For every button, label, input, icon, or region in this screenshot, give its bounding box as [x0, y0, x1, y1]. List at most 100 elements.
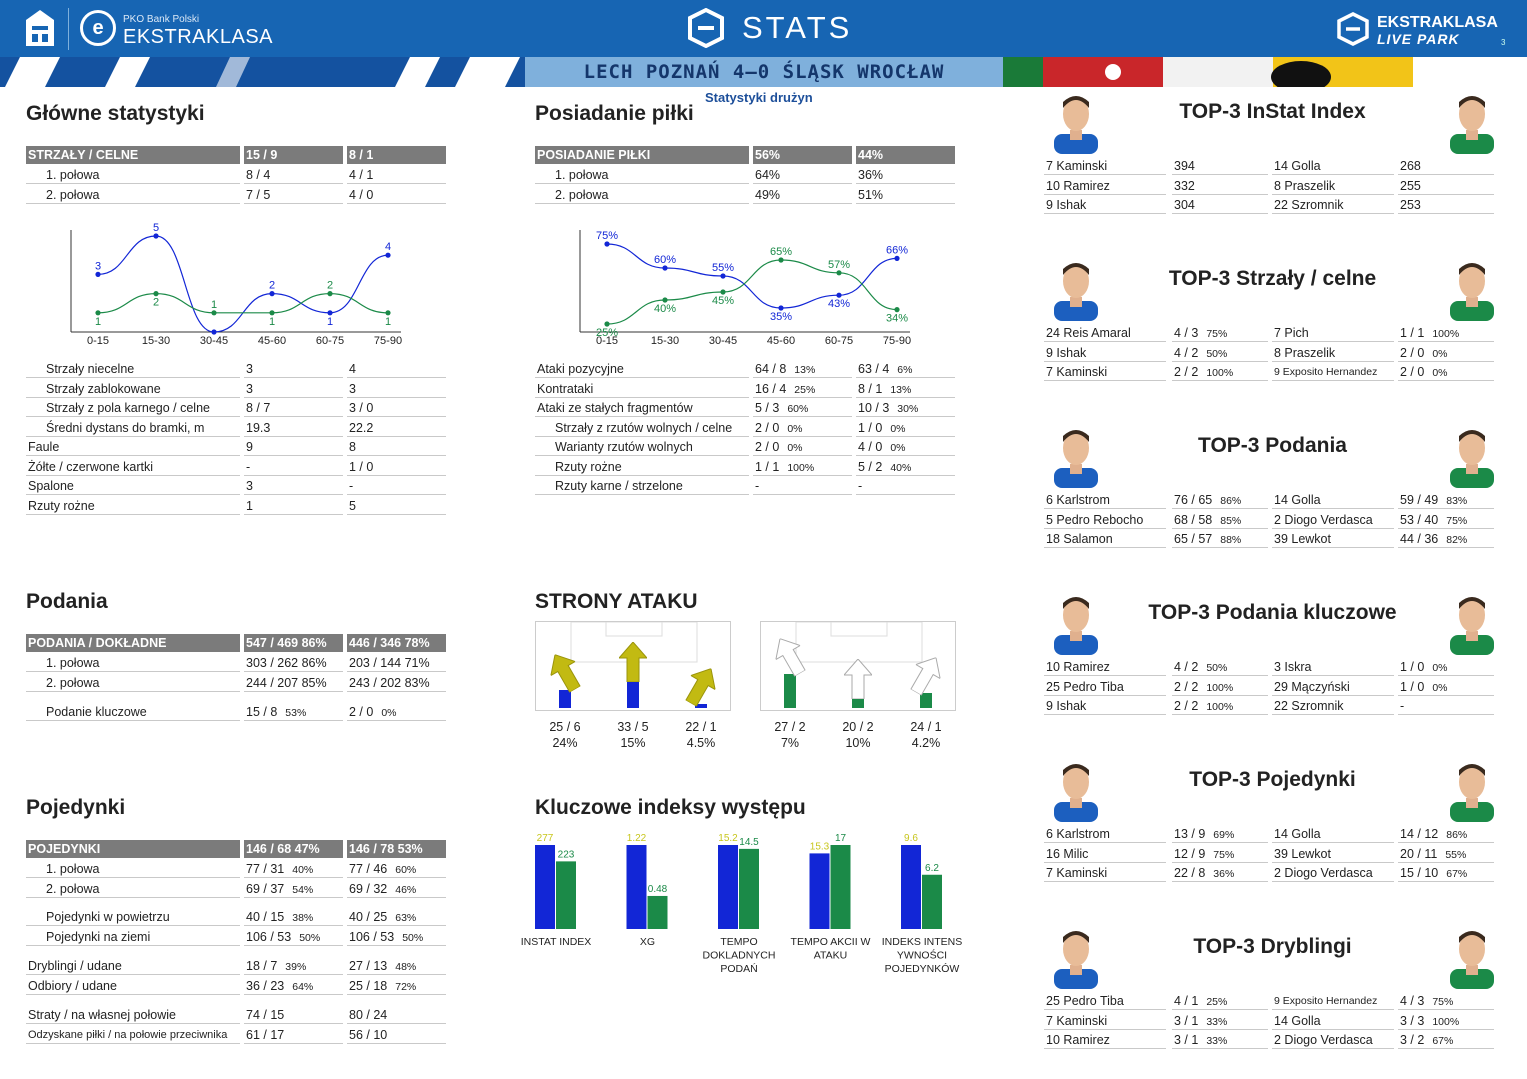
passes-title: Podania [26, 590, 108, 613]
top3-col0: 7 Kaminski [1044, 157, 1166, 175]
main-half-row-col1-value: 8 / 4 [246, 168, 271, 182]
chart-point [778, 305, 784, 311]
poss-half-row-col1-value: 64% [755, 168, 781, 182]
chart-x-tick: 0-15 [596, 335, 618, 347]
shots-chart: 0-15 15-30 30-45 45-60 60-75 75-90 3 5 2 1 4 1 2 1 1 2 1 [70, 222, 402, 347]
passes-half-row-col1-value: 244 / 207 85% [246, 676, 327, 690]
top3-col1: 2 / 2 100% [1172, 697, 1268, 715]
top3-col1-pct: 69% [1213, 829, 1235, 841]
passes-half-row-col2: 203 / 144 71% [347, 654, 446, 672]
top3-col0-value: 10 Ramirez [1046, 178, 1110, 193]
main-stat-row-col0: Strzały zablokowane [26, 380, 240, 398]
duels-row-col1-pct: 54% [292, 883, 314, 896]
passes-header-row-col2: 446 / 346 78% [347, 634, 446, 652]
passes-header-row-col0: PODANIA / DOKŁADNE [26, 634, 240, 652]
kpi-bar-away [922, 874, 942, 929]
duels-header-row-col1-value: 146 / 68 47% [246, 842, 320, 856]
top3-col1-value: 332 [1174, 178, 1195, 193]
poss-half-row-col0: 2. połowa [535, 186, 749, 204]
top3-col3: 53 / 40 75% [1398, 511, 1494, 529]
chart-x-tick: 30-45 [709, 335, 737, 347]
duels-row-col1: 74 / 15 [244, 1006, 343, 1024]
top3-col2: 3 Iskra [1272, 658, 1394, 676]
kpi-bar-home [809, 853, 830, 929]
kpi-bar-away [556, 861, 576, 929]
poss-stat-row-col2: 5 / 2 40% [856, 458, 955, 476]
duels-row-col2-value: 56 / 10 [349, 1028, 388, 1042]
top3-col3-pct: 67% [1432, 1035, 1454, 1047]
top3-col0-value: 7 Kaminski [1046, 159, 1108, 173]
chart-data-label: 57% [828, 259, 850, 271]
attack-bar [695, 704, 707, 708]
passes-header-row-col1-value: 547 / 469 86% [246, 636, 327, 650]
chart-data-label: 2 [153, 297, 159, 309]
poss-header-row-col0-value: POSIADANIE PIŁKI [537, 148, 651, 162]
poss-stat-row-col2-value: 10 / 3 [858, 401, 890, 415]
poss-header-row-col1: 56% [753, 146, 852, 164]
passes-half-row-col1: 244 / 207 85% [244, 674, 343, 692]
top3-col0-value: 25 Pedro Tiba [1046, 994, 1124, 1008]
duels-title: Pojedynki [26, 796, 126, 819]
chart-data-label: 34% [886, 313, 908, 325]
kpi-bar-home [901, 845, 921, 929]
main-stat-row-col1-value: 1 [246, 498, 253, 513]
duels-row-col2-value: 77 / 46 [349, 862, 388, 876]
poss-stat-row-col1-pct: 0% [787, 422, 803, 435]
duels-row-col1-value: 106 / 53 [246, 930, 292, 944]
attack-arrow-icon [842, 658, 874, 700]
kpi-category-label: ATAKU [814, 950, 847, 962]
top3-col1-pct: 36% [1213, 868, 1235, 880]
duels-row-col1-value: 69 / 37 [246, 881, 285, 896]
top3-col2-value: 9 Exposito Hernandez [1274, 366, 1378, 378]
poss-stat-row-col0: Ataki ze stałych fragmentów [535, 399, 749, 417]
main-stats-title: Główne statystyki [26, 102, 205, 125]
top3-col1-pct: 50% [1206, 347, 1228, 360]
top3-col1-pct: 33% [1206, 1015, 1228, 1028]
top3-col0: 10 Ramirez [1044, 658, 1166, 676]
chart-x-tick: 15-30 [651, 335, 679, 347]
main-stat-row-col0: Średni dystans do bramki, m [26, 419, 240, 437]
duels-row-col2-pct: 60% [395, 864, 417, 876]
attack-pitch-home [535, 621, 731, 711]
kpi-bar-home [718, 845, 738, 929]
poss-stat-row-col1-pct: 25% [794, 383, 816, 396]
duels-row-col0: Odbiory / udane [26, 977, 240, 995]
header-bar: e PKO Bank Polski EKSTRAKLASA STATS EKST… [0, 0, 1527, 57]
chart-x-tick: 75-90 [883, 335, 911, 347]
top3-col2-value: 39 Lewkot [1274, 846, 1331, 861]
top3-col3: 44 / 36 82% [1398, 530, 1494, 548]
duels-row-col0: Pojedynki w powietrzu [26, 908, 240, 926]
passes-key-row-col2-pct: 0% [381, 707, 397, 719]
top3-col0: 24 Reis Amaral [1044, 324, 1166, 342]
top3-col3-value: 268 [1400, 159, 1421, 173]
top3-col2-value: 29 Mączyński [1274, 679, 1350, 694]
top3-col0: 9 Ishak [1044, 196, 1166, 214]
main-half-row-col1: 7 / 5 [244, 186, 343, 204]
top3-col2-value: 8 Praszelik [1274, 345, 1336, 360]
poss-stat-row-col1: 2 / 0 0% [753, 438, 852, 456]
top3-col1: 3 / 1 33% [1172, 1031, 1268, 1049]
top3-col3-pct: 100% [1432, 1015, 1460, 1028]
duels-row-col2: 106 / 53 50% [347, 928, 446, 946]
duels-row-col0-value: 1. połowa [46, 862, 100, 876]
kpi-category-label: XG [640, 936, 655, 948]
top3-col2-value: 14 Golla [1274, 493, 1321, 507]
chart-x-tick: 45-60 [258, 335, 286, 347]
key-indices-title: Kluczowe indeksy występu [535, 796, 806, 819]
top3-col3-value: 3 / 3 [1400, 1013, 1425, 1028]
poss-stat-row-col0-value: Ataki pozycyjne [537, 362, 624, 376]
kpi-label-away: 0.48 [648, 884, 668, 895]
main-stat-row-col1-value: 8 / 7 [246, 401, 271, 415]
duels-header-row-col2-value: 146 / 78 53% [349, 842, 423, 856]
main-stat-row-col0-value: Rzuty rożne [28, 498, 95, 513]
poss-stat-row-col0-value: Ataki ze stałych fragmentów [537, 401, 693, 415]
duels-row-col0: Straty / na własnej połowie [26, 1006, 240, 1024]
top3-col2: 14 Golla [1272, 157, 1394, 175]
passes-half-row-col1-value: 303 / 262 86% [246, 656, 327, 670]
top3-col0: 18 Salamon [1044, 530, 1166, 548]
main-stat-row-col2: 8 [347, 438, 446, 456]
top3-col0-value: 25 Pedro Tiba [1046, 679, 1124, 694]
chart-series-line [606, 243, 898, 309]
poss-stat-row-col0-value: Warianty rzutów wolnych [555, 440, 693, 454]
attack-bar [784, 674, 796, 708]
